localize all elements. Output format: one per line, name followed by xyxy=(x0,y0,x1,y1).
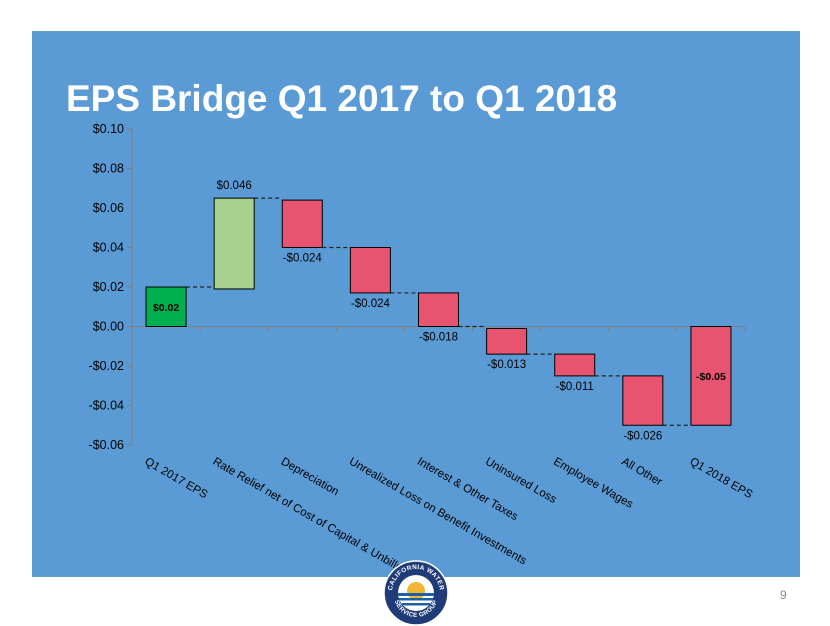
data-label-7: -$0.026 xyxy=(623,430,662,442)
category-label-8: Q1 2018 EPS xyxy=(687,456,754,502)
bar-3 xyxy=(349,247,391,294)
bar-7 xyxy=(622,375,664,426)
y-tick-label: $0.02 xyxy=(93,280,124,294)
bar-1 xyxy=(213,197,255,290)
y-tick-label: $0.08 xyxy=(93,162,124,176)
data-label-6: -$0.011 xyxy=(556,381,594,393)
data-label-2: -$0.024 xyxy=(283,253,323,265)
y-tick-label: $0.06 xyxy=(93,201,124,215)
bar-4 xyxy=(418,292,459,327)
y-tick-label: $0.00 xyxy=(93,320,124,334)
slide-title: EPS Bridge Q1 2017 to Q1 2018 xyxy=(66,78,618,119)
data-label-0: $0.02 xyxy=(153,302,179,314)
page-number: 9 xyxy=(780,588,787,602)
data-label-1: $0.046 xyxy=(217,180,252,192)
y-tick-label: -$0.06 xyxy=(89,438,124,452)
company-logo: CALIFORNIA WATER SERVICE GROUP xyxy=(383,560,449,626)
data-label-8: -$0.05 xyxy=(696,371,726,383)
bar-0 xyxy=(145,286,187,327)
bar-2 xyxy=(281,199,323,249)
category-label-2: Depreciation xyxy=(279,456,341,499)
y-tick-label: $0.10 xyxy=(93,122,124,136)
bar-5 xyxy=(486,327,528,355)
category-label-7: All Other xyxy=(619,456,664,489)
bar-8 xyxy=(690,326,732,426)
category-label-0: Q1 2017 EPS xyxy=(143,456,210,502)
y-tick-label: $0.04 xyxy=(93,241,124,255)
y-tick-label: -$0.04 xyxy=(89,399,124,413)
data-label-5: -$0.013 xyxy=(487,359,526,371)
data-label-3: -$0.024 xyxy=(351,298,391,310)
data-label-4: -$0.018 xyxy=(419,332,458,344)
y-tick-label: -$0.02 xyxy=(89,359,124,373)
bar-6 xyxy=(554,353,596,377)
